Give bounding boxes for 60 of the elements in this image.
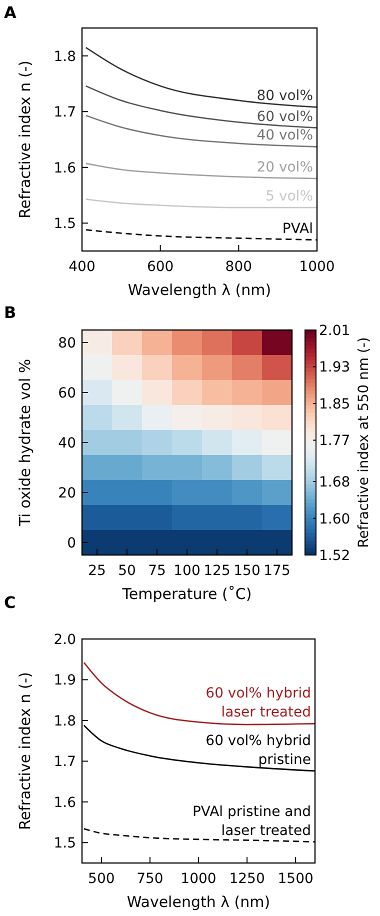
series-label: 80 vol% bbox=[256, 88, 313, 104]
color-bar-label: 1.77 bbox=[319, 433, 350, 450]
x-tick-label: 25 bbox=[88, 563, 106, 579]
x-tick-label: 1000 bbox=[180, 871, 216, 887]
x-axis-title: Temperature (˚C) bbox=[121, 585, 252, 603]
y-tick-label: 1.5 bbox=[54, 216, 76, 232]
y-axis-title: Refractive index n (-) bbox=[16, 672, 34, 830]
x-tick-label: 800 bbox=[225, 259, 252, 275]
color-bar-label: 1.68 bbox=[319, 474, 350, 491]
x-tick-label: 500 bbox=[88, 871, 115, 887]
y-tick-label: 1.7 bbox=[54, 104, 76, 121]
x-tick-label: 600 bbox=[146, 259, 174, 275]
y-tick-label: 80 bbox=[58, 336, 76, 352]
x-tick-label: 75 bbox=[148, 563, 166, 579]
series-label: 60 vol% hybrid pristine bbox=[206, 732, 311, 768]
y-tick-label: 1.8 bbox=[54, 713, 76, 730]
y-tick-label: 60 bbox=[58, 386, 76, 402]
y-tick-label: 1.7 bbox=[54, 754, 76, 770]
x-tick-label: 1500 bbox=[278, 871, 314, 887]
y-axis-title: Refractive index n (-) bbox=[16, 60, 34, 218]
chart-title: B bbox=[4, 303, 16, 322]
x-tick-label: 1250 bbox=[229, 871, 265, 887]
y-tick-label: 1.6 bbox=[54, 160, 76, 176]
y-tick-label: 2.0 bbox=[54, 632, 76, 648]
x-tick-label: 750 bbox=[136, 871, 164, 887]
line-series bbox=[85, 162, 318, 180]
y-tick-label: 1.5 bbox=[54, 836, 76, 852]
color-bar-label: 1.85 bbox=[319, 396, 350, 412]
y-tick-label: 1.6 bbox=[54, 794, 76, 811]
chart-title: C bbox=[4, 593, 16, 612]
x-tick-label: 125 bbox=[204, 563, 230, 579]
y-axis-title: Ti oxide hydrate vol % bbox=[16, 358, 34, 528]
series-label: 60 vol% bbox=[256, 108, 313, 125]
line-series bbox=[85, 85, 318, 128]
x-tick-label: 150 bbox=[234, 563, 260, 579]
x-tick-label: 50 bbox=[118, 563, 136, 579]
x-tick-label: 175 bbox=[264, 563, 290, 579]
series-label: 60 vol% hybrid laser treated bbox=[206, 686, 311, 721]
color-bar-label: 1.52 bbox=[319, 548, 350, 564]
color-bar-label: 2.01 bbox=[319, 323, 350, 339]
line-series bbox=[85, 46, 318, 108]
y-tick-label: 0 bbox=[67, 536, 76, 552]
y-tick-label: 1.9 bbox=[54, 672, 76, 689]
y-tick-label: 20 bbox=[58, 486, 76, 502]
series-label: 20 vol% bbox=[256, 160, 313, 176]
y-tick-label: 40 bbox=[58, 436, 76, 452]
x-tick-label: 400 bbox=[68, 259, 96, 275]
x-tick-label: 100 bbox=[174, 563, 200, 579]
x-axis-title: Wavelength λ (nm) bbox=[126, 893, 270, 911]
line-series bbox=[83, 662, 316, 726]
color-bar-title: Refractive index at 550 nm (-) bbox=[356, 337, 372, 548]
series-label: PVAl pristine and laser treated bbox=[192, 804, 311, 839]
chart-title: A bbox=[4, 3, 17, 22]
color-bar-label: 1.93 bbox=[319, 360, 350, 376]
series-label: 40 vol% bbox=[256, 128, 313, 144]
y-tick-label: 1.8 bbox=[54, 48, 76, 65]
x-axis-title: Wavelength λ (nm) bbox=[128, 281, 272, 299]
series-label: PVAl bbox=[282, 220, 313, 237]
x-tick-label: 1000 bbox=[299, 259, 335, 275]
color-bar-label: 1.60 bbox=[319, 511, 350, 528]
